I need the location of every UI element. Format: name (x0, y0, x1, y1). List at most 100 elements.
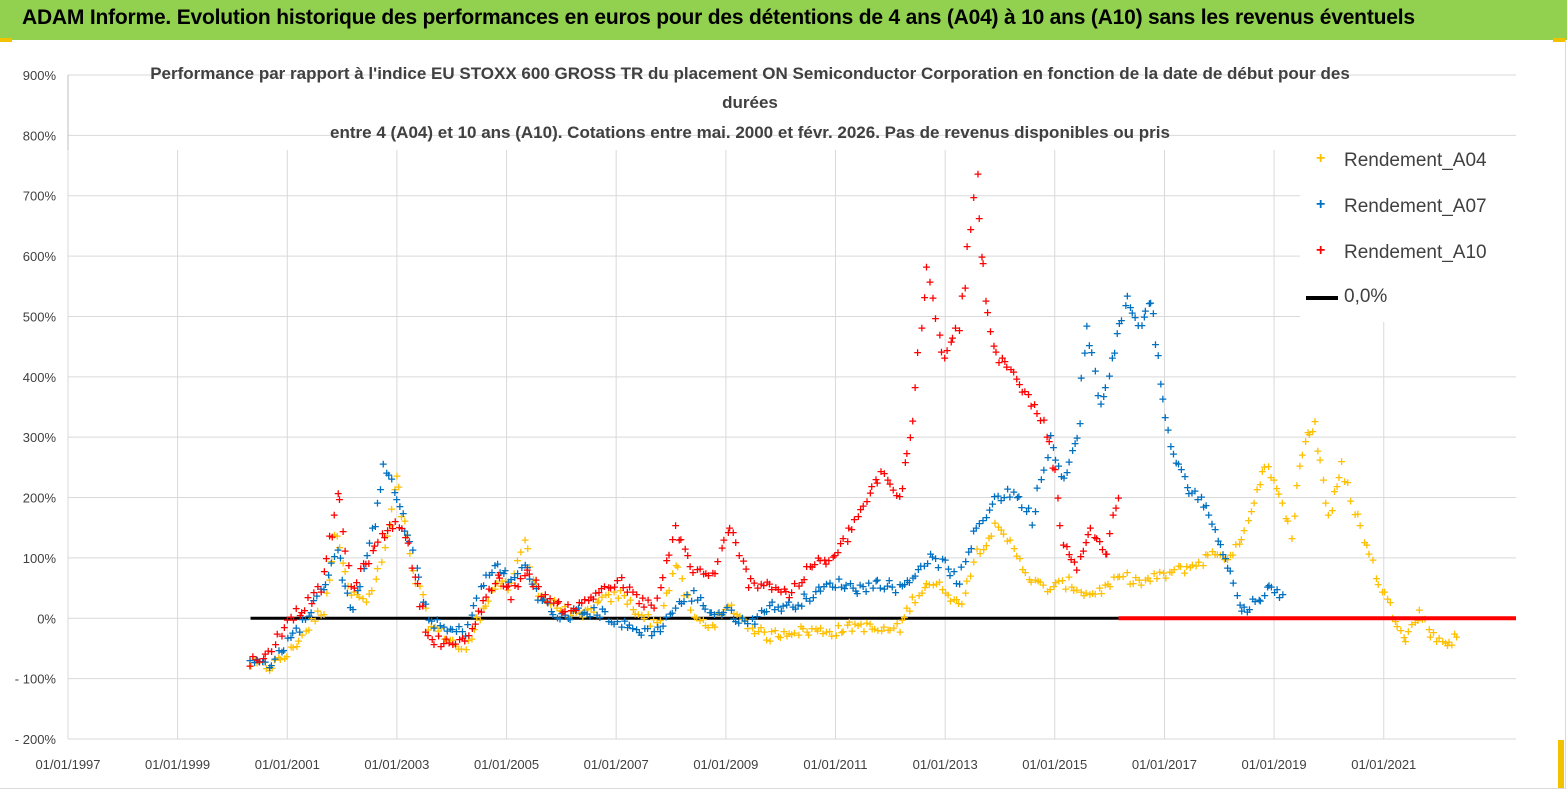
data-point: + (454, 620, 463, 633)
data-point: + (839, 532, 848, 545)
data-point: + (527, 577, 536, 590)
data-point: + (969, 191, 978, 204)
data-point: + (1057, 470, 1066, 483)
data-point: + (785, 591, 794, 604)
data-point: + (563, 598, 572, 611)
data-point: + (966, 569, 975, 582)
data-point: + (873, 574, 882, 587)
data-point: + (738, 611, 747, 624)
data-point: + (957, 597, 966, 610)
data-point: + (382, 466, 391, 479)
data-point: + (560, 600, 569, 613)
data-point: + (963, 240, 972, 253)
data-point: + (267, 645, 276, 658)
legend-marker-a04: + (1316, 150, 1326, 167)
data-point: + (347, 580, 356, 593)
data-point: + (1032, 407, 1041, 420)
data-point: + (458, 625, 467, 638)
data-point: + (1183, 481, 1192, 494)
data-point: + (1321, 497, 1330, 510)
data-point: + (872, 575, 881, 588)
legend-item-zero: 0,0% (1300, 282, 1520, 312)
data-point: + (565, 613, 574, 626)
data-point: + (381, 541, 390, 554)
data-point: + (534, 590, 543, 603)
data-point: + (411, 571, 420, 584)
data-point: + (541, 588, 550, 601)
data-point: + (632, 588, 641, 601)
data-point: + (1043, 451, 1052, 464)
data-point: + (771, 624, 780, 637)
data-point: + (341, 544, 350, 557)
data-point: + (1126, 577, 1135, 590)
data-point: + (1161, 572, 1170, 585)
data-point: + (784, 627, 793, 640)
data-point: + (816, 621, 825, 634)
data-point: + (973, 168, 982, 181)
legend-line-zero (1306, 296, 1338, 300)
data-point: + (628, 586, 637, 599)
data-point: + (349, 585, 358, 598)
data-point: + (368, 521, 377, 534)
data-point: + (1000, 355, 1009, 368)
data-point: + (1123, 566, 1132, 579)
data-point: + (377, 555, 386, 568)
data-point: + (994, 356, 1003, 369)
data-point: + (1275, 591, 1284, 604)
data-point: + (610, 580, 619, 593)
data-point: + (966, 223, 975, 236)
data-point: + (359, 557, 368, 570)
data-point: + (967, 542, 976, 555)
data-point: + (1113, 571, 1122, 584)
data-point: + (490, 559, 499, 572)
data-point: + (1095, 535, 1104, 548)
data-point: + (316, 583, 325, 596)
data-point: + (687, 595, 696, 608)
data-point: + (1255, 594, 1264, 607)
data-point: + (710, 567, 719, 580)
data-point: + (451, 639, 460, 652)
data-point: + (941, 586, 950, 599)
data-point: + (1090, 531, 1099, 544)
data-point: + (760, 625, 769, 638)
data-point: + (807, 622, 816, 635)
data-point: + (593, 596, 602, 609)
data-point: + (571, 604, 580, 617)
data-point: + (754, 625, 763, 638)
data-point: + (288, 627, 297, 640)
data-point: + (1075, 417, 1084, 430)
data-point: + (811, 623, 820, 636)
data-point: + (932, 577, 941, 590)
data-point: + (683, 588, 692, 601)
data-point: + (1137, 319, 1146, 332)
data-point: + (729, 607, 738, 620)
data-point: + (430, 620, 439, 633)
data-point: + (1018, 563, 1027, 576)
data-point: + (1207, 518, 1216, 531)
data-point: + (1064, 456, 1073, 469)
data-point: + (1048, 462, 1057, 475)
data-point: + (513, 554, 522, 567)
data-point: + (613, 615, 622, 628)
data-point: + (1034, 574, 1043, 587)
data-point: + (501, 574, 510, 587)
data-point: + (367, 584, 376, 597)
data-point: + (441, 632, 450, 645)
legend-item-a07: + Rendement_A07 (1300, 192, 1520, 222)
data-point: + (739, 613, 748, 626)
data-point: + (487, 584, 496, 597)
data-point: + (586, 591, 595, 604)
data-point: + (468, 622, 477, 635)
data-point: + (690, 610, 699, 623)
data-point: + (525, 572, 534, 585)
data-point: + (1031, 505, 1040, 518)
data-point: + (753, 610, 762, 623)
data-point: + (1115, 570, 1124, 583)
data-point: + (1372, 572, 1381, 585)
data-point: + (1278, 496, 1287, 509)
data-point: + (493, 557, 502, 570)
data-point: + (926, 548, 935, 561)
data-point: + (623, 585, 632, 598)
x-tick-label: 01/01/2021 (1351, 757, 1416, 772)
data-point: + (620, 614, 629, 627)
